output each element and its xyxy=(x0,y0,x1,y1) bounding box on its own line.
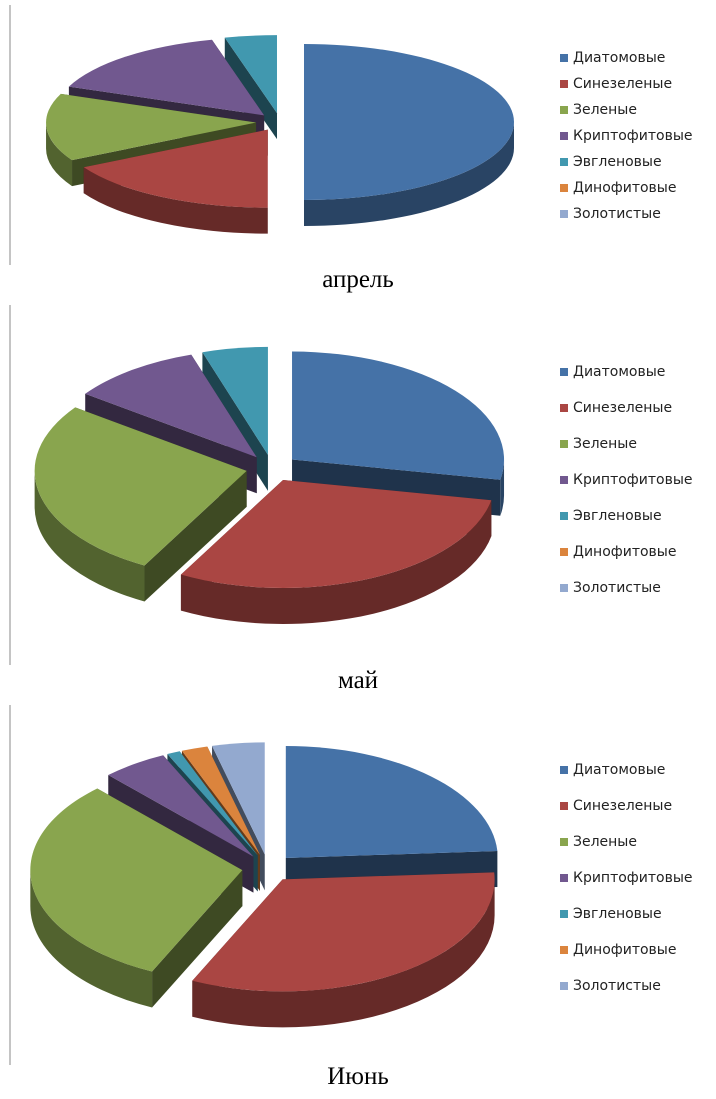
legend-label: Динофитовые xyxy=(573,180,676,196)
slice xyxy=(167,751,258,856)
chart-caption: Июнь xyxy=(327,1063,389,1090)
legend-swatch xyxy=(560,838,568,846)
slice-side xyxy=(192,879,495,1028)
legend-swatch xyxy=(560,910,568,918)
legend-swatch xyxy=(560,132,568,140)
slice xyxy=(83,129,268,208)
slice xyxy=(34,407,247,566)
legend-swatch xyxy=(560,368,568,376)
legend-label: Синезеленые xyxy=(573,76,672,92)
legend-swatch xyxy=(560,766,568,774)
slice xyxy=(46,93,257,161)
legend-swatch xyxy=(560,106,568,114)
legend-swatch xyxy=(560,584,568,592)
legend-label: Диатомовые xyxy=(573,364,665,380)
slice-side xyxy=(83,167,268,234)
legend-label: Зеленые xyxy=(573,436,637,452)
slice xyxy=(180,479,492,588)
slice-side xyxy=(34,470,145,602)
legend-label: Зеленые xyxy=(573,102,637,118)
slice xyxy=(68,39,265,116)
slice xyxy=(285,745,498,858)
legend-label: Эвгленовые xyxy=(573,154,662,170)
legend-label: Динофитовые xyxy=(573,544,676,560)
legend-swatch xyxy=(560,476,568,484)
legend-label: Золотистые xyxy=(573,206,661,222)
slice xyxy=(224,35,277,114)
slice-side xyxy=(500,459,505,516)
slice xyxy=(108,755,254,857)
legend-swatch xyxy=(560,874,568,882)
legend-label: Золотистые xyxy=(573,580,661,596)
legend-label: Золотистые xyxy=(573,978,661,994)
legend-label: Криптофитовые xyxy=(573,870,693,886)
slice-side xyxy=(304,122,514,226)
legend-label: Диатомовые xyxy=(573,50,665,66)
slice-cut-face xyxy=(144,470,247,602)
legend-swatch xyxy=(560,80,568,88)
slice xyxy=(85,354,257,458)
legend-label: Синезеленые xyxy=(573,798,672,814)
legend-label: Эвгленовые xyxy=(573,906,662,922)
slice-side xyxy=(180,500,492,624)
slice xyxy=(212,742,265,855)
legend-label: Диатомовые xyxy=(573,762,665,778)
legend-label: Криптофитовые xyxy=(573,128,693,144)
slice xyxy=(181,746,260,855)
slice-cut-face xyxy=(224,37,277,140)
slice xyxy=(192,872,495,992)
legend-swatch xyxy=(560,982,568,990)
legend-swatch xyxy=(560,440,568,448)
legend-swatch xyxy=(560,404,568,412)
legend-swatch xyxy=(560,548,568,556)
legend-swatch xyxy=(560,54,568,62)
slice xyxy=(202,346,268,455)
slice-cut-face xyxy=(152,870,243,1008)
legend-swatch xyxy=(560,512,568,520)
legend-label: Динофитовые xyxy=(573,942,676,958)
legend-swatch xyxy=(560,184,568,192)
legend-label: Эвгленовые xyxy=(573,508,662,524)
slice-side xyxy=(30,870,153,1008)
legend-swatch xyxy=(560,210,568,218)
slice-side xyxy=(46,122,73,187)
legend-label: Криптофитовые xyxy=(573,472,693,488)
legend-swatch xyxy=(560,158,568,166)
chart-caption: апрель xyxy=(322,266,394,293)
slice xyxy=(304,44,514,200)
legend-swatch xyxy=(560,802,568,810)
legend-swatch xyxy=(560,946,568,954)
legend-label: Зеленые xyxy=(573,834,637,850)
slice xyxy=(30,788,243,972)
chart-caption: май xyxy=(338,667,378,694)
legend-label: Синезеленые xyxy=(573,400,672,416)
slice xyxy=(292,351,505,480)
